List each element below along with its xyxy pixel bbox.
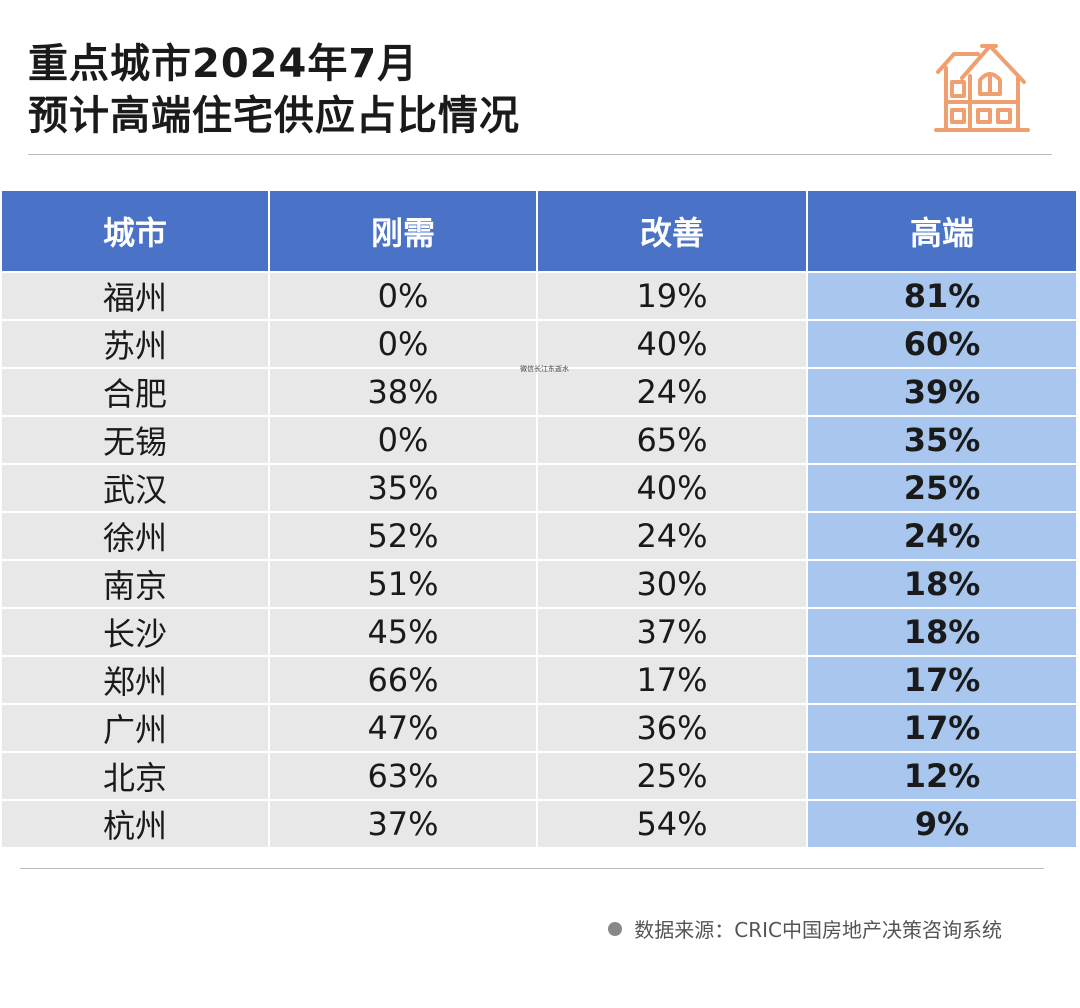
city-cell: 广州: [0, 703, 270, 753]
rigid-cell: 66%: [268, 655, 538, 705]
rigid-cell: 63%: [268, 751, 538, 801]
column-header-rigid: 刚需: [268, 189, 538, 273]
improve-cell: 30%: [536, 559, 808, 609]
rigid-cell: 35%: [268, 463, 538, 513]
city-cell: 无锡: [0, 415, 270, 465]
city-cell: 福州: [0, 271, 270, 321]
bottom-divider: [20, 868, 1044, 869]
improve-cell: 24%: [536, 367, 808, 417]
overlay-label: 微信长江东逝水: [520, 365, 569, 373]
table-row: 北京 63% 25% 12%: [0, 751, 1078, 801]
high-cell: 18%: [806, 559, 1078, 609]
title-line-2: 预计高端住宅供应占比情况: [28, 93, 520, 139]
high-cell: 12%: [806, 751, 1078, 801]
rigid-cell: 51%: [268, 559, 538, 609]
city-cell: 郑州: [0, 655, 270, 705]
high-cell: 17%: [806, 703, 1078, 753]
rigid-cell: 47%: [268, 703, 538, 753]
table-row: 合肥 38% 24% 39%: [0, 367, 1078, 417]
table-row: 杭州 37% 54% 9%: [0, 799, 1078, 849]
table-row: 广州 47% 36% 17%: [0, 703, 1078, 753]
rigid-cell: 0%: [268, 415, 538, 465]
column-header-improve: 改善: [536, 189, 808, 273]
rigid-cell: 0%: [268, 319, 538, 369]
city-cell: 徐州: [0, 511, 270, 561]
page-title: 重点城市2024年7月 预计高端住宅供应占比情况: [28, 38, 520, 142]
high-cell: 35%: [806, 415, 1078, 465]
improve-cell: 25%: [536, 751, 808, 801]
high-cell: 24%: [806, 511, 1078, 561]
city-cell: 苏州: [0, 319, 270, 369]
improve-cell: 40%: [536, 463, 808, 513]
city-cell: 南京: [0, 559, 270, 609]
improve-cell: 17%: [536, 655, 808, 705]
city-cell: 北京: [0, 751, 270, 801]
high-cell: 39%: [806, 367, 1078, 417]
improve-cell: 37%: [536, 607, 808, 657]
table-row: 徐州 52% 24% 24%: [0, 511, 1078, 561]
city-cell: 杭州: [0, 799, 270, 849]
table-row: 武汉 35% 40% 25%: [0, 463, 1078, 513]
improve-cell: 65%: [536, 415, 808, 465]
source-text: 数据来源：CRIC中国房地产决策咨询系统: [634, 918, 1002, 942]
rigid-cell: 52%: [268, 511, 538, 561]
table-row: 苏州 0% 40% 60%: [0, 319, 1078, 369]
improve-cell: 24%: [536, 511, 808, 561]
title-line-1: 重点城市2024年7月: [28, 41, 419, 87]
table-row: 无锡 0% 65% 35%: [0, 415, 1078, 465]
supply-ratio-table: 城市 刚需 改善 高端 福州 0% 19% 81% 苏州 0% 40% 60% 合肥 38% 2…: [0, 189, 1078, 849]
column-header-high: 高端: [806, 189, 1078, 273]
high-cell: 9%: [806, 799, 1078, 849]
rigid-cell: 0%: [268, 271, 538, 321]
high-cell: 25%: [806, 463, 1078, 513]
table-row: 南京 51% 30% 18%: [0, 559, 1078, 609]
high-cell: 60%: [806, 319, 1078, 369]
rigid-cell: 38%: [268, 367, 538, 417]
table-header-row: 城市 刚需 改善 高端: [0, 189, 1078, 273]
city-cell: 合肥: [0, 367, 270, 417]
column-header-city: 城市: [0, 189, 270, 273]
city-cell: 武汉: [0, 463, 270, 513]
source-note: 数据来源：CRIC中国房地产决策咨询系统: [608, 914, 1002, 943]
improve-cell: 40%: [536, 319, 808, 369]
improve-cell: 19%: [536, 271, 808, 321]
table-row: 长沙 45% 37% 18%: [0, 607, 1078, 657]
city-cell: 长沙: [0, 607, 270, 657]
high-cell: 18%: [806, 607, 1078, 657]
top-divider: [28, 154, 1052, 155]
rigid-cell: 37%: [268, 799, 538, 849]
table-row: 福州 0% 19% 81%: [0, 271, 1078, 321]
rigid-cell: 45%: [268, 607, 538, 657]
high-cell: 17%: [806, 655, 1078, 705]
improve-cell: 36%: [536, 703, 808, 753]
improve-cell: 54%: [536, 799, 808, 849]
house-icon: [934, 44, 1030, 132]
table-row: 郑州 66% 17% 17%: [0, 655, 1078, 705]
bullet-dot-icon: [608, 921, 623, 936]
high-cell: 81%: [806, 271, 1078, 321]
